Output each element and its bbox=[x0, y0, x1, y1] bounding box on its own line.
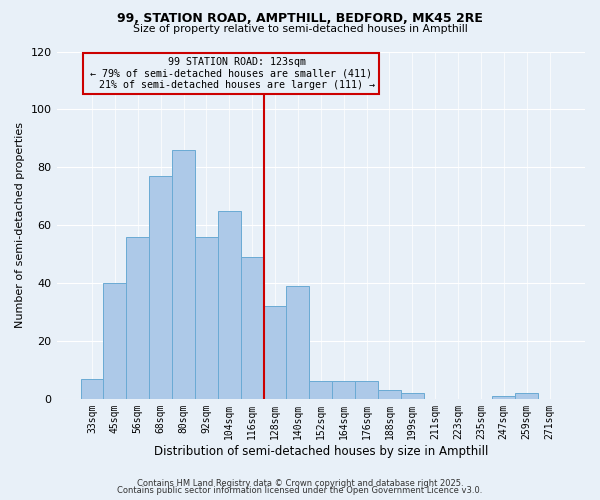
Bar bbox=[263, 306, 286, 399]
Text: 99, STATION ROAD, AMPTHILL, BEDFORD, MK45 2RE: 99, STATION ROAD, AMPTHILL, BEDFORD, MK4… bbox=[117, 12, 483, 26]
Bar bbox=[378, 390, 401, 399]
Text: 99 STATION ROAD: 123sqm
← 79% of semi-detached houses are smaller (411)
  21% of: 99 STATION ROAD: 123sqm ← 79% of semi-de… bbox=[87, 56, 375, 90]
Y-axis label: Number of semi-detached properties: Number of semi-detached properties bbox=[15, 122, 25, 328]
Bar bbox=[80, 378, 103, 399]
Bar bbox=[332, 382, 355, 399]
Bar bbox=[286, 286, 310, 399]
Bar bbox=[195, 236, 218, 399]
Bar bbox=[127, 236, 149, 399]
Bar bbox=[149, 176, 172, 399]
Bar bbox=[355, 382, 378, 399]
Text: Size of property relative to semi-detached houses in Ampthill: Size of property relative to semi-detach… bbox=[133, 24, 467, 34]
Bar bbox=[241, 257, 263, 399]
Bar bbox=[218, 210, 241, 399]
Bar bbox=[493, 396, 515, 399]
X-axis label: Distribution of semi-detached houses by size in Ampthill: Distribution of semi-detached houses by … bbox=[154, 444, 488, 458]
Text: Contains HM Land Registry data © Crown copyright and database right 2025.: Contains HM Land Registry data © Crown c… bbox=[137, 478, 463, 488]
Bar bbox=[103, 283, 127, 399]
Text: Contains public sector information licensed under the Open Government Licence v3: Contains public sector information licen… bbox=[118, 486, 482, 495]
Bar bbox=[310, 382, 332, 399]
Bar bbox=[172, 150, 195, 399]
Bar bbox=[401, 393, 424, 399]
Bar bbox=[515, 393, 538, 399]
